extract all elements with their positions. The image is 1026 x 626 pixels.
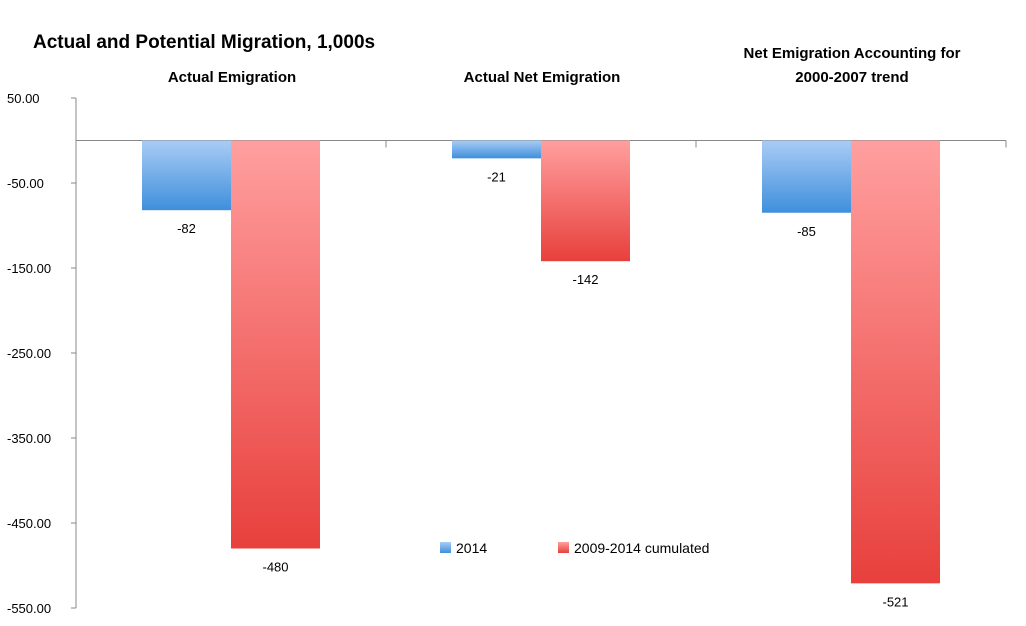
bars [142, 140, 940, 584]
y-tick-label: -50.00 [7, 176, 44, 191]
data-label: -142 [572, 272, 598, 287]
data-label: -480 [262, 560, 288, 575]
y-tick-label: -350.00 [7, 431, 51, 446]
legend-swatch-cumulated [558, 542, 569, 553]
legend-swatch-2014 [440, 542, 451, 553]
bar-2014 [762, 140, 851, 213]
data-label: -82 [177, 221, 196, 236]
chart-title: Actual and Potential Migration, 1,000s [33, 32, 375, 53]
legend-label-2014: 2014 [456, 540, 487, 556]
bar-2014 [452, 140, 541, 159]
category-label: Actual Net Emigration [464, 69, 621, 86]
legend: 2014 2009-2014 cumulated [440, 540, 709, 556]
data-label: -21 [487, 169, 506, 184]
bar-cumulated [231, 140, 320, 549]
y-tick-label: -550.00 [7, 601, 51, 616]
y-tick-label: -150.00 [7, 261, 51, 276]
data-labels: -82 -480 -21 -142 -85 -521 [177, 169, 908, 609]
bar-2014 [142, 140, 231, 211]
category-label: 2000-2007 trend [795, 69, 908, 86]
legend-label-cumulated: 2009-2014 cumulated [574, 540, 709, 556]
y-tick-label: 50.00 [7, 91, 40, 106]
y-tick-label: -450.00 [7, 516, 51, 531]
data-label: -85 [797, 224, 816, 239]
category-label: Net Emigration Accounting for [744, 45, 961, 62]
y-axis: 50.00 -50.00 -150.00 -250.00 -350.00 -450.00 -… [7, 91, 77, 616]
bar-cumulated [851, 140, 940, 584]
data-label: -521 [882, 594, 908, 609]
category-labels: Actual Emigration Actual Net Emigration Ne… [168, 45, 961, 86]
y-tick-label: -250.00 [7, 346, 51, 361]
category-label: Actual Emigration [168, 69, 296, 86]
bar-cumulated [541, 140, 630, 262]
